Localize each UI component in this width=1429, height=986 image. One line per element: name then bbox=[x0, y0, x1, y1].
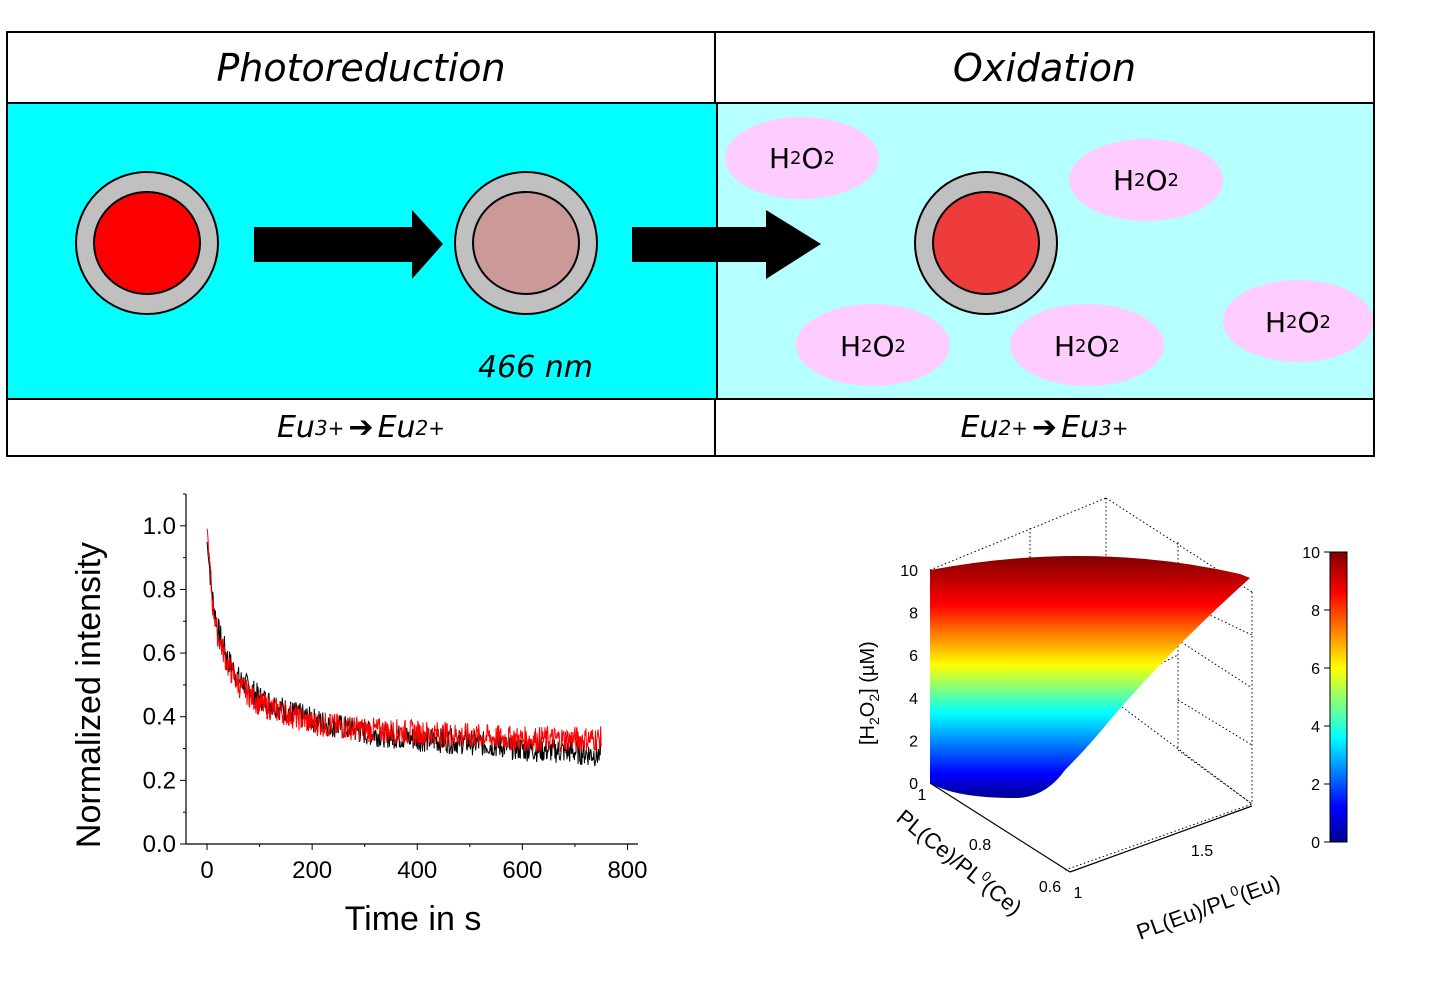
arrow-icon: ➔ bbox=[1031, 410, 1058, 445]
h2o2-blob bbox=[796, 304, 950, 386]
z-tick-label: 2 bbox=[909, 733, 918, 750]
z-tick-label: 6 bbox=[909, 648, 918, 665]
y-tick-label: 0.4 bbox=[143, 704, 176, 731]
colorbar-tick-label: 4 bbox=[1311, 719, 1320, 736]
decay-chart: 0.0 0.2 0.4 0.6 0.8 1.0 0 200 400 600 800 Normaliz… bbox=[70, 493, 648, 938]
y-tick-label: 0.8 bbox=[143, 576, 176, 603]
y-axis-tick: 0.8 bbox=[969, 837, 991, 854]
z-tick-label: 0 bbox=[909, 776, 918, 793]
nanoparticle-eu3 bbox=[75, 171, 219, 315]
arrow-icon bbox=[254, 210, 443, 279]
y-axis-label: Normalized intensity bbox=[70, 542, 108, 848]
h2o2-blob bbox=[1010, 304, 1164, 386]
y-axis-tick: 1 bbox=[918, 787, 927, 804]
x-tick-label: 0 bbox=[200, 857, 213, 884]
x-tick-label: 400 bbox=[397, 857, 437, 884]
z-tick-label: 10 bbox=[900, 563, 918, 580]
colorbar bbox=[1329, 551, 1348, 843]
nanoparticle-reoxidized bbox=[914, 171, 1058, 315]
y-axis-label: PL(Ce)/PL0(Ce) bbox=[892, 803, 1028, 920]
z-axis-label: [H2O2] (µM) bbox=[857, 641, 882, 745]
reduction-reaction: Eu 3+ ➔ Eu 2+ bbox=[8, 398, 716, 455]
colorbar-tick-label: 0 bbox=[1311, 835, 1320, 852]
3d-axes bbox=[929, 782, 1253, 873]
product-ion: Eu bbox=[377, 410, 416, 445]
h2o2-blob bbox=[1223, 280, 1373, 362]
oxidation-header: Oxidation bbox=[716, 33, 1373, 104]
product-charge: 2+ bbox=[415, 415, 446, 440]
y-tick-label: 0.0 bbox=[143, 831, 176, 858]
product-ion: Eu bbox=[1061, 410, 1100, 445]
series-red-trace bbox=[206, 528, 602, 753]
arrow-icon bbox=[632, 210, 821, 279]
scheme-graphics bbox=[75, 117, 1373, 386]
y-tick-label: 0.6 bbox=[143, 640, 176, 667]
h2o2-blob bbox=[725, 117, 879, 199]
z-tick-label: 4 bbox=[909, 691, 918, 708]
y-tick-label: 1.0 bbox=[143, 513, 176, 540]
x-axis-label: Time in s bbox=[345, 900, 482, 938]
x-axis-tick: 1 bbox=[1074, 885, 1083, 902]
nanoparticle-eu2 bbox=[454, 171, 598, 315]
reactant-charge: 2+ bbox=[998, 415, 1028, 440]
x-tick-label: 800 bbox=[607, 857, 647, 884]
reactant-ion: Eu bbox=[960, 410, 999, 445]
reactant-ion: Eu bbox=[276, 410, 315, 445]
y-tick-label: 0.2 bbox=[143, 767, 176, 794]
wavelength-label: 466 nm bbox=[478, 350, 594, 385]
y-axis-tick: 0.6 bbox=[1039, 879, 1061, 896]
surface-plot bbox=[930, 555, 1250, 798]
colorbar-tick-label: 2 bbox=[1311, 777, 1320, 794]
x-axis-tick: 1.5 bbox=[1191, 843, 1213, 860]
x-tick-label: 600 bbox=[502, 857, 542, 884]
surface-chart: 0 2 4 6 8 10 [H2O2] (µM) 1 0.8 0.6 1 1.5 PL(C… bbox=[857, 497, 1348, 945]
z-tick-label: 8 bbox=[909, 606, 918, 623]
oxidation-reaction: Eu 2+ ➔ Eu 3+ bbox=[716, 398, 1373, 455]
reactant-charge: 3+ bbox=[314, 415, 345, 440]
x-tick-label: 200 bbox=[292, 857, 332, 884]
x-axis-label: PL(Eu)/PL0(Eu) bbox=[1132, 868, 1283, 945]
colorbar-tick-label: 10 bbox=[1302, 545, 1320, 562]
arrow-icon: ➔ bbox=[348, 410, 374, 445]
product-charge: 3+ bbox=[1099, 415, 1129, 440]
colorbar-tick-label: 8 bbox=[1311, 603, 1320, 620]
photoreduction-header: Photoreduction bbox=[8, 33, 716, 104]
h2o2-blob bbox=[1069, 139, 1223, 221]
colorbar-tick-label: 6 bbox=[1311, 661, 1320, 678]
